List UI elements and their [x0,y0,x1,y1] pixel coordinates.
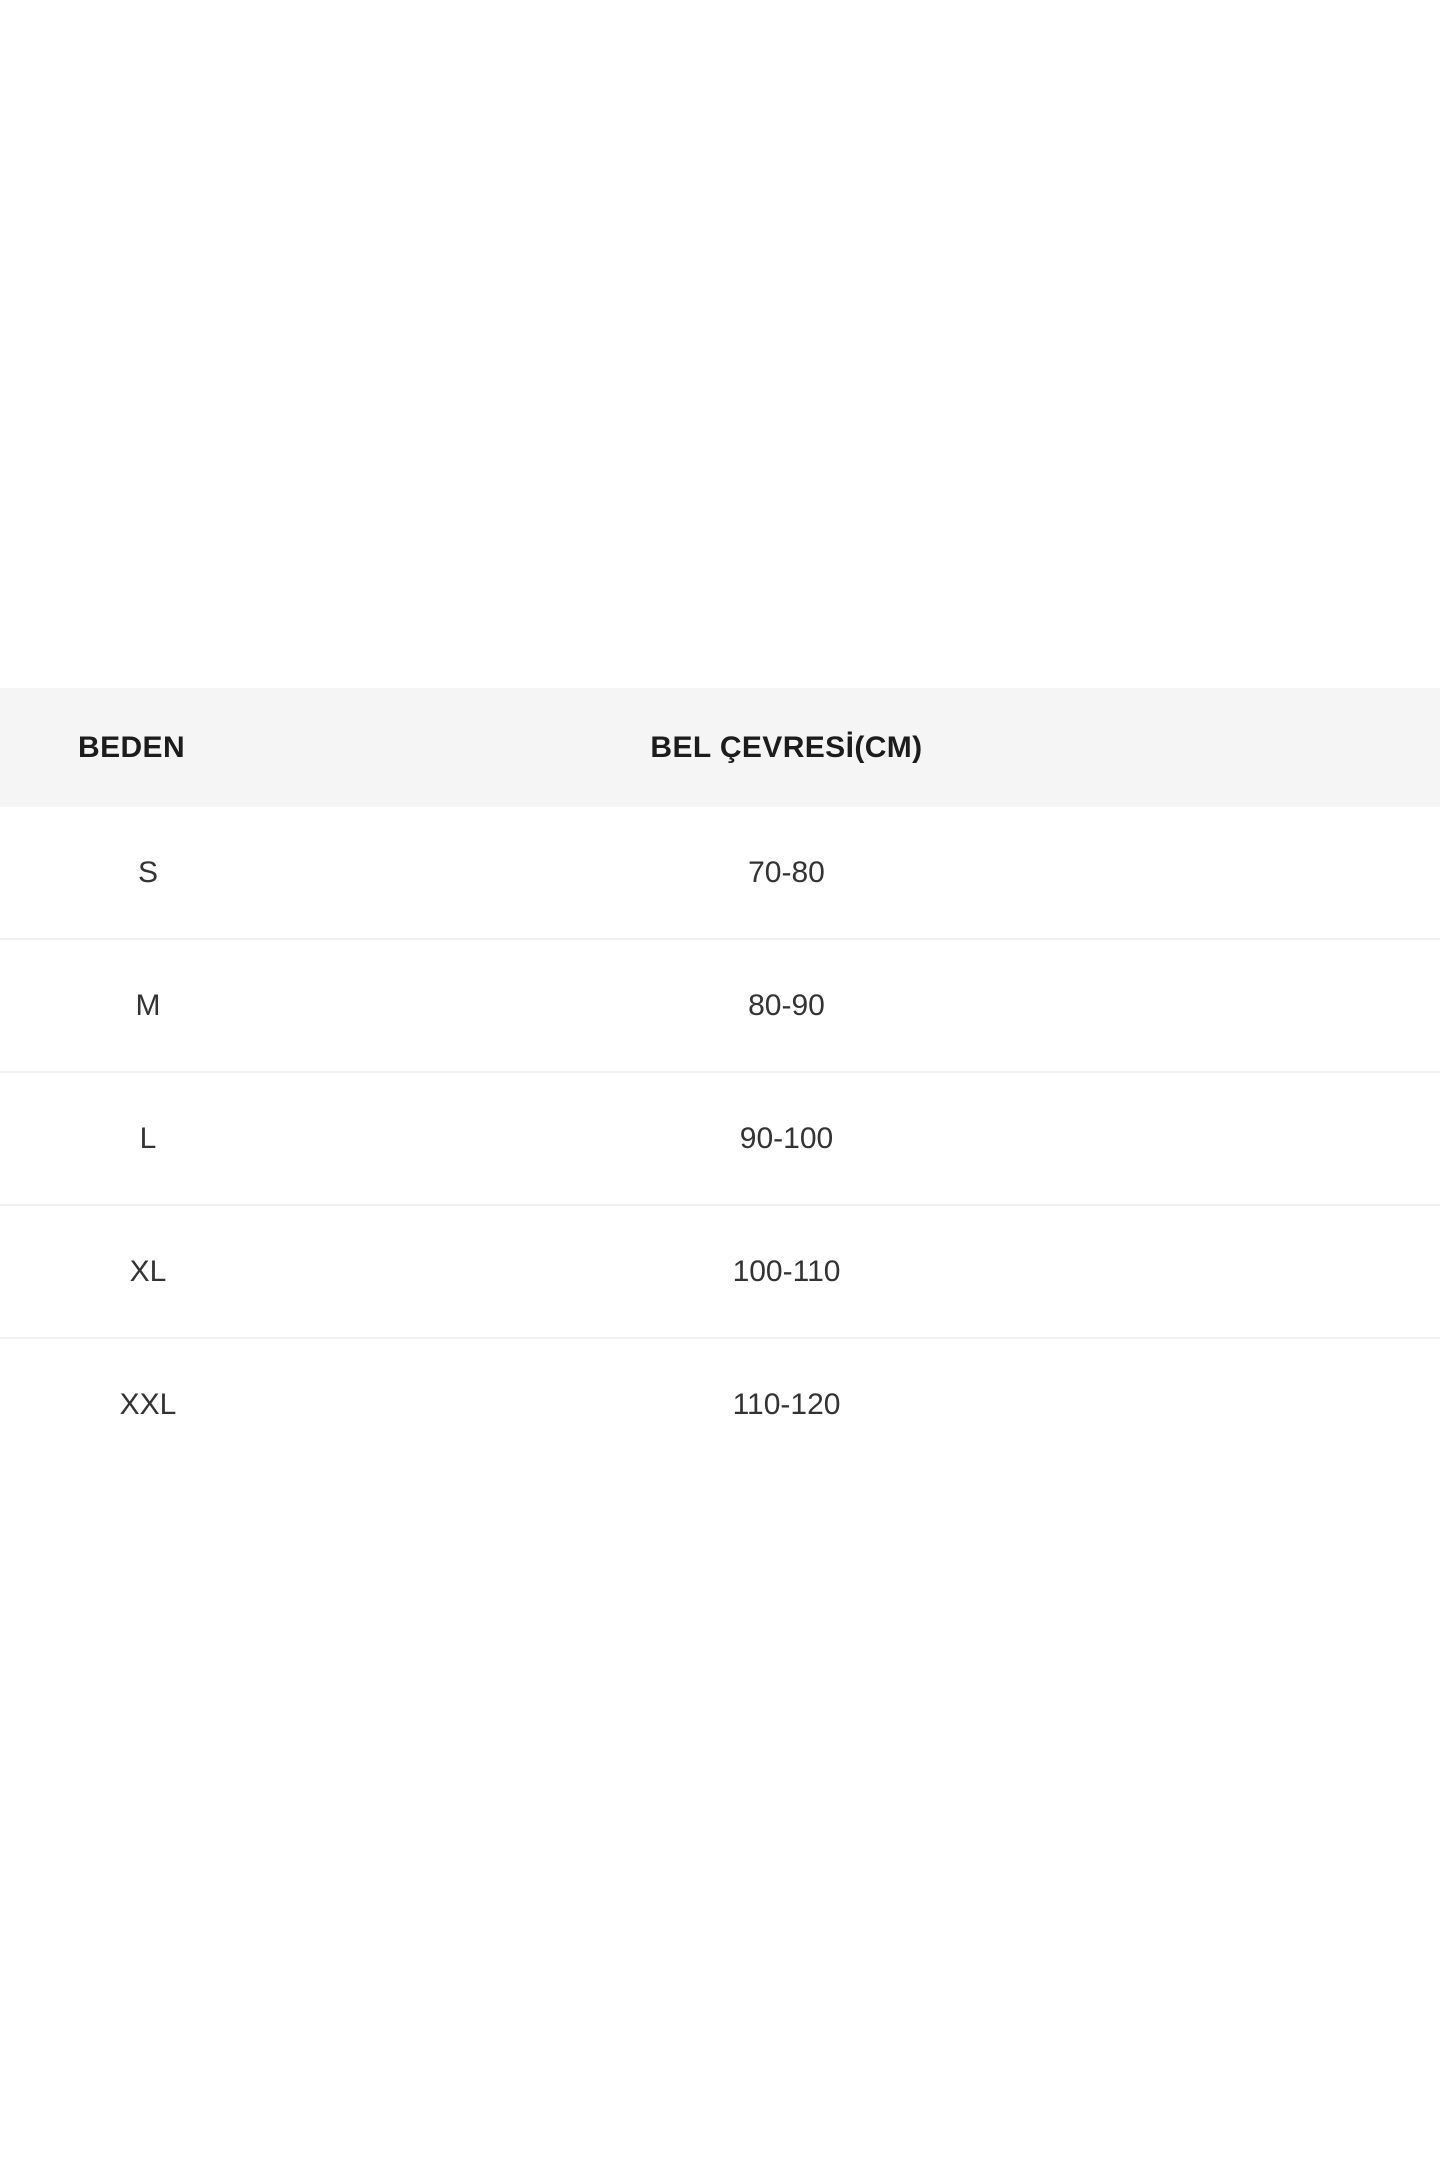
cell-waist: 110-120 [300,1337,1440,1470]
table-row: XXL 110-120 [0,1337,1440,1470]
table-row: XL 100-110 [0,1204,1440,1338]
cell-size: S [137,855,158,889]
table-header-row: BEDEN BEL ÇEVRESİ(CM) [0,688,1440,807]
cell-size: L [0,1071,300,1205]
cell-waist: 80-90 [300,938,1440,1072]
cell-size: XXL [0,1337,300,1470]
cell-waist: 100-110 [300,1204,1440,1338]
table-row: L 90-100 [0,1071,1440,1205]
column-header-waist: BEL ÇEVRESİ(CM) [650,730,923,764]
cell-waist: 70-80 [748,855,825,889]
table-row: M 80-90 [0,938,1440,1072]
size-chart-table-header: BEDEN BEL ÇEVRESİ(CM) [0,688,1440,807]
cell-size: XL [0,1204,300,1338]
size-chart-table: BEDEN BEL ÇEVRESİ(CM) S 70-80 M 80-90 L … [0,688,1440,1470]
column-header-size: BEDEN [78,730,186,764]
cell-size: M [0,938,300,1072]
cell-waist: 90-100 [300,1071,1440,1205]
size-chart-table-body: S 70-80 M 80-90 L 90-100 XL 100-110 XXL … [0,807,1440,1470]
table-row: S 70-80 [0,807,1440,939]
